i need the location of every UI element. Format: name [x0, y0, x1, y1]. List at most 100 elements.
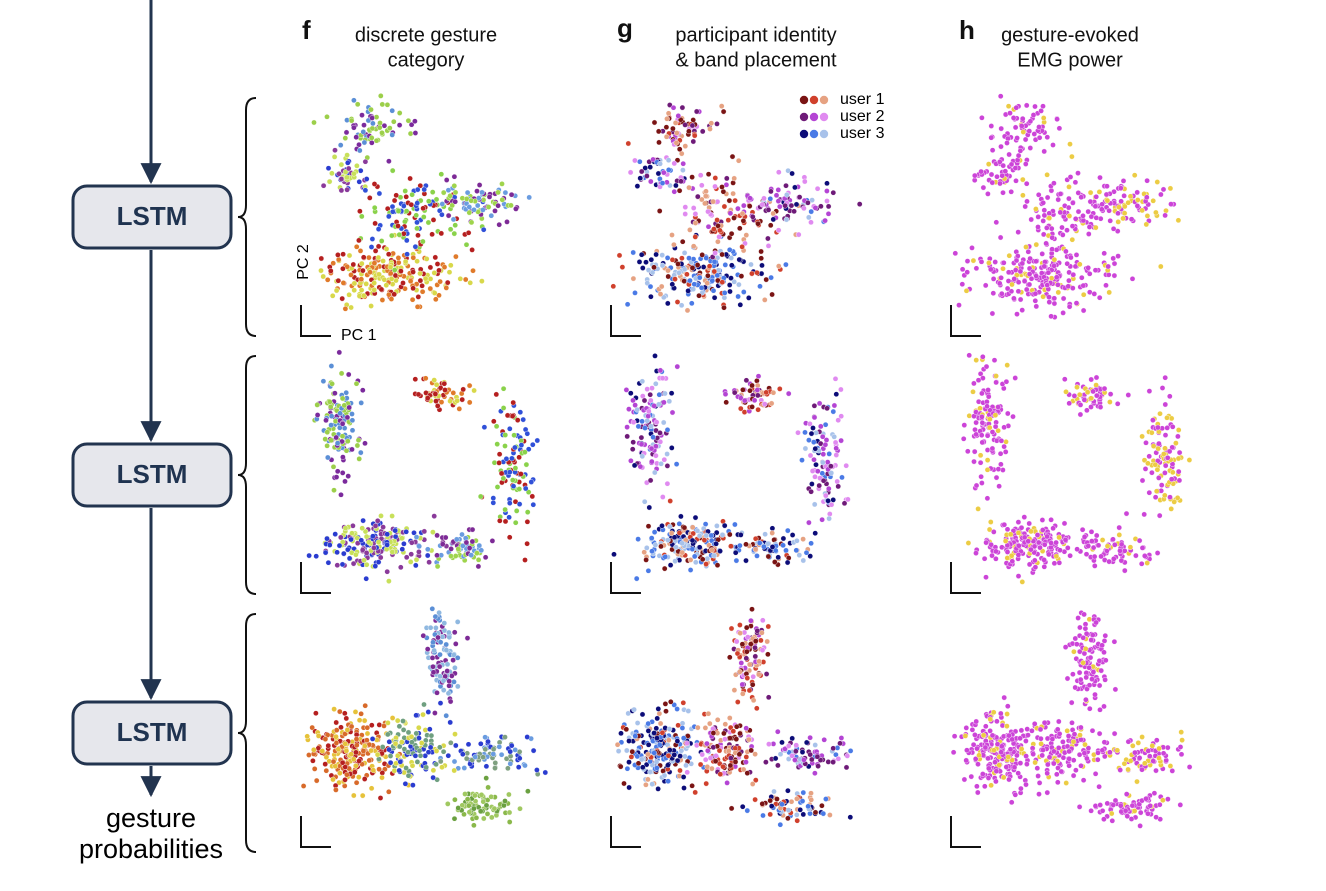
scatter-point [1016, 280, 1021, 285]
scatter-point [1049, 517, 1054, 522]
scatter-point [1153, 495, 1158, 500]
scatter-point [1116, 205, 1121, 210]
scatter-point [1032, 104, 1037, 109]
scatter-point [1094, 533, 1099, 538]
scatter-point [952, 734, 957, 739]
scatter-point [974, 266, 979, 271]
scatter-point [415, 187, 420, 192]
scatter-point [364, 281, 369, 286]
scatter-point [971, 459, 976, 464]
scatter-point [404, 209, 409, 214]
scatter-point [722, 290, 727, 295]
scatter-point [979, 480, 984, 485]
scatter-point [638, 176, 643, 181]
scatter-point [416, 294, 421, 299]
scatter-point [345, 187, 350, 192]
scatter-point [371, 545, 376, 550]
scatter-point [680, 550, 685, 555]
scatter-point [382, 277, 387, 282]
scatter-point [1013, 268, 1018, 273]
scatter-point [405, 750, 410, 755]
scatter-point [328, 404, 333, 409]
scatter-point [1050, 142, 1055, 147]
scatter-point [742, 410, 747, 415]
scatter-point [502, 735, 507, 740]
scatter-point [794, 538, 799, 543]
scatter-point [824, 198, 829, 203]
scatter-point [416, 725, 421, 730]
scatter-point [390, 168, 395, 173]
scatter-point [812, 771, 817, 776]
scatter-point [351, 793, 356, 798]
scatter-point [680, 239, 685, 244]
scatter-point [452, 183, 457, 188]
scatter-point [1089, 539, 1094, 544]
scatter-point [691, 257, 696, 262]
scatter-point [984, 364, 989, 369]
scatter-point [529, 479, 534, 484]
scatter-point [485, 811, 490, 816]
scatter-point [677, 768, 682, 773]
scatter-point [625, 302, 630, 307]
scatter-point [656, 129, 661, 134]
scatter-point [359, 400, 364, 405]
scatter-point [811, 440, 816, 445]
scatter-point [668, 563, 673, 568]
scatter-point [827, 451, 832, 456]
scatter-point [448, 263, 453, 268]
scatter-point [1089, 529, 1094, 534]
scatter-point [979, 169, 984, 174]
scatter-point [455, 619, 460, 624]
scatter-point [509, 743, 514, 748]
scatter-point [1013, 792, 1018, 797]
scatter-point [696, 293, 701, 298]
scatter-point [1111, 556, 1116, 561]
scatter-point [530, 494, 535, 499]
scatter-point [1107, 208, 1112, 213]
scatter-point [729, 263, 734, 268]
scatter-point [718, 772, 723, 777]
scatter-point [1033, 760, 1038, 765]
scatter-point [988, 519, 993, 524]
scatter-point [718, 549, 723, 554]
scatter-point [1169, 416, 1174, 421]
scatter-point [648, 478, 653, 483]
scatter-point [760, 648, 765, 653]
scatter-point [809, 489, 814, 494]
scatter-point [1104, 184, 1109, 189]
scatter-point [648, 392, 653, 397]
scatter-point [1163, 463, 1168, 468]
scatter-point [428, 286, 433, 291]
scatter-point [1145, 213, 1150, 218]
scatter-point [1049, 226, 1054, 231]
scatter-point [512, 445, 517, 450]
scatter-point [1016, 552, 1021, 557]
scale-bar [301, 562, 331, 593]
panel-title: gesture-evoked [1001, 24, 1139, 46]
scatter-point [699, 183, 704, 188]
scatter-point [836, 484, 841, 489]
scatter-point [432, 710, 437, 715]
scatter-point [1187, 457, 1192, 462]
scatter-point [665, 301, 670, 306]
scatter-point [1000, 173, 1005, 178]
scatter-point [1027, 129, 1032, 134]
scatter-point [740, 211, 745, 216]
scatter-point [652, 750, 657, 755]
scatter-point [737, 669, 742, 674]
scatter-point [444, 648, 449, 653]
scatter-point [417, 748, 422, 753]
scatter-point [519, 443, 524, 448]
scatter-point [1034, 242, 1039, 247]
scatter-point [660, 253, 665, 258]
scatter-point [649, 459, 654, 464]
scatter-point [722, 204, 727, 209]
scatter-point [736, 294, 741, 299]
scatter-point [431, 768, 436, 773]
scatter-point [653, 542, 658, 547]
scatter-point [753, 639, 758, 644]
scatter-point [695, 725, 700, 730]
scatter-point [1042, 542, 1047, 547]
scatter-point [655, 716, 660, 721]
scatter-point [963, 733, 968, 738]
